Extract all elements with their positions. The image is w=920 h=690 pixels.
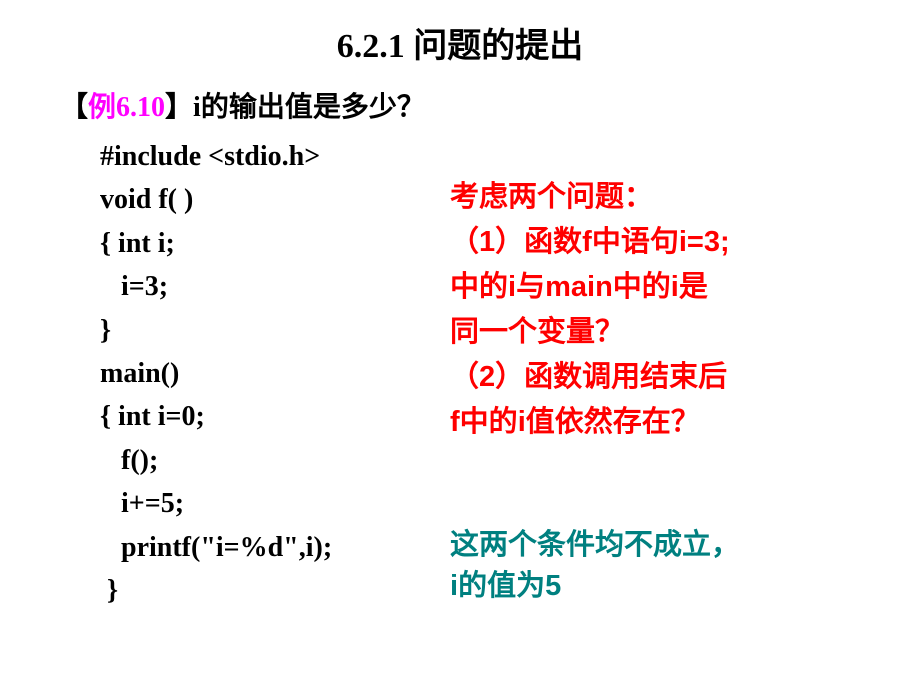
code-block: #include <stdio.h> void f( ) { int i; i=… bbox=[100, 135, 332, 612]
code-line: i+=5; bbox=[100, 482, 332, 525]
code-line: i=3; bbox=[100, 265, 332, 308]
red-line3: 中的i与main中的i是 bbox=[450, 265, 880, 310]
red-line6: f中的i值依然存在？ bbox=[450, 400, 880, 445]
bracket-close: 】 bbox=[165, 92, 193, 123]
red-line4: 同一个变量？ bbox=[450, 310, 880, 355]
red-line1: 考虑两个问题： bbox=[450, 175, 880, 220]
teal-line2: i的值为5 bbox=[450, 566, 880, 607]
example-question: i的输出值是多少？ bbox=[193, 92, 425, 123]
red-line5: （2）函数调用结束后 bbox=[450, 355, 880, 400]
slide-title: 6.2.1 问题的提出 bbox=[60, 18, 860, 67]
red-annotation: 考虑两个问题： （1）函数f中语句i=3; 中的i与main中的i是 同一个变量… bbox=[450, 175, 880, 445]
code-line: #include <stdio.h> bbox=[100, 135, 332, 178]
red-line2: （1）函数f中语句i=3; bbox=[450, 220, 880, 265]
code-line: printf("i=%d",i); bbox=[100, 526, 332, 569]
code-line: main() bbox=[100, 352, 332, 395]
example-heading: 【例6.10】i的输出值是多少？ bbox=[60, 85, 860, 125]
code-line: { int i=0; bbox=[100, 395, 332, 438]
teal-annotation: 这两个条件均不成立， i的值为5 bbox=[450, 525, 880, 606]
slide-container: 6.2.1 问题的提出 【例6.10】i的输出值是多少？ #include <s… bbox=[0, 0, 920, 690]
example-number: 例6.10 bbox=[88, 92, 165, 123]
code-line: void f( ) bbox=[100, 178, 332, 221]
code-line: } bbox=[100, 309, 332, 352]
bracket-open: 【 bbox=[60, 92, 88, 123]
code-line: { int i; bbox=[100, 222, 332, 265]
teal-line1: 这两个条件均不成立， bbox=[450, 525, 880, 566]
code-line: } bbox=[100, 569, 332, 612]
code-line: f(); bbox=[100, 439, 332, 482]
